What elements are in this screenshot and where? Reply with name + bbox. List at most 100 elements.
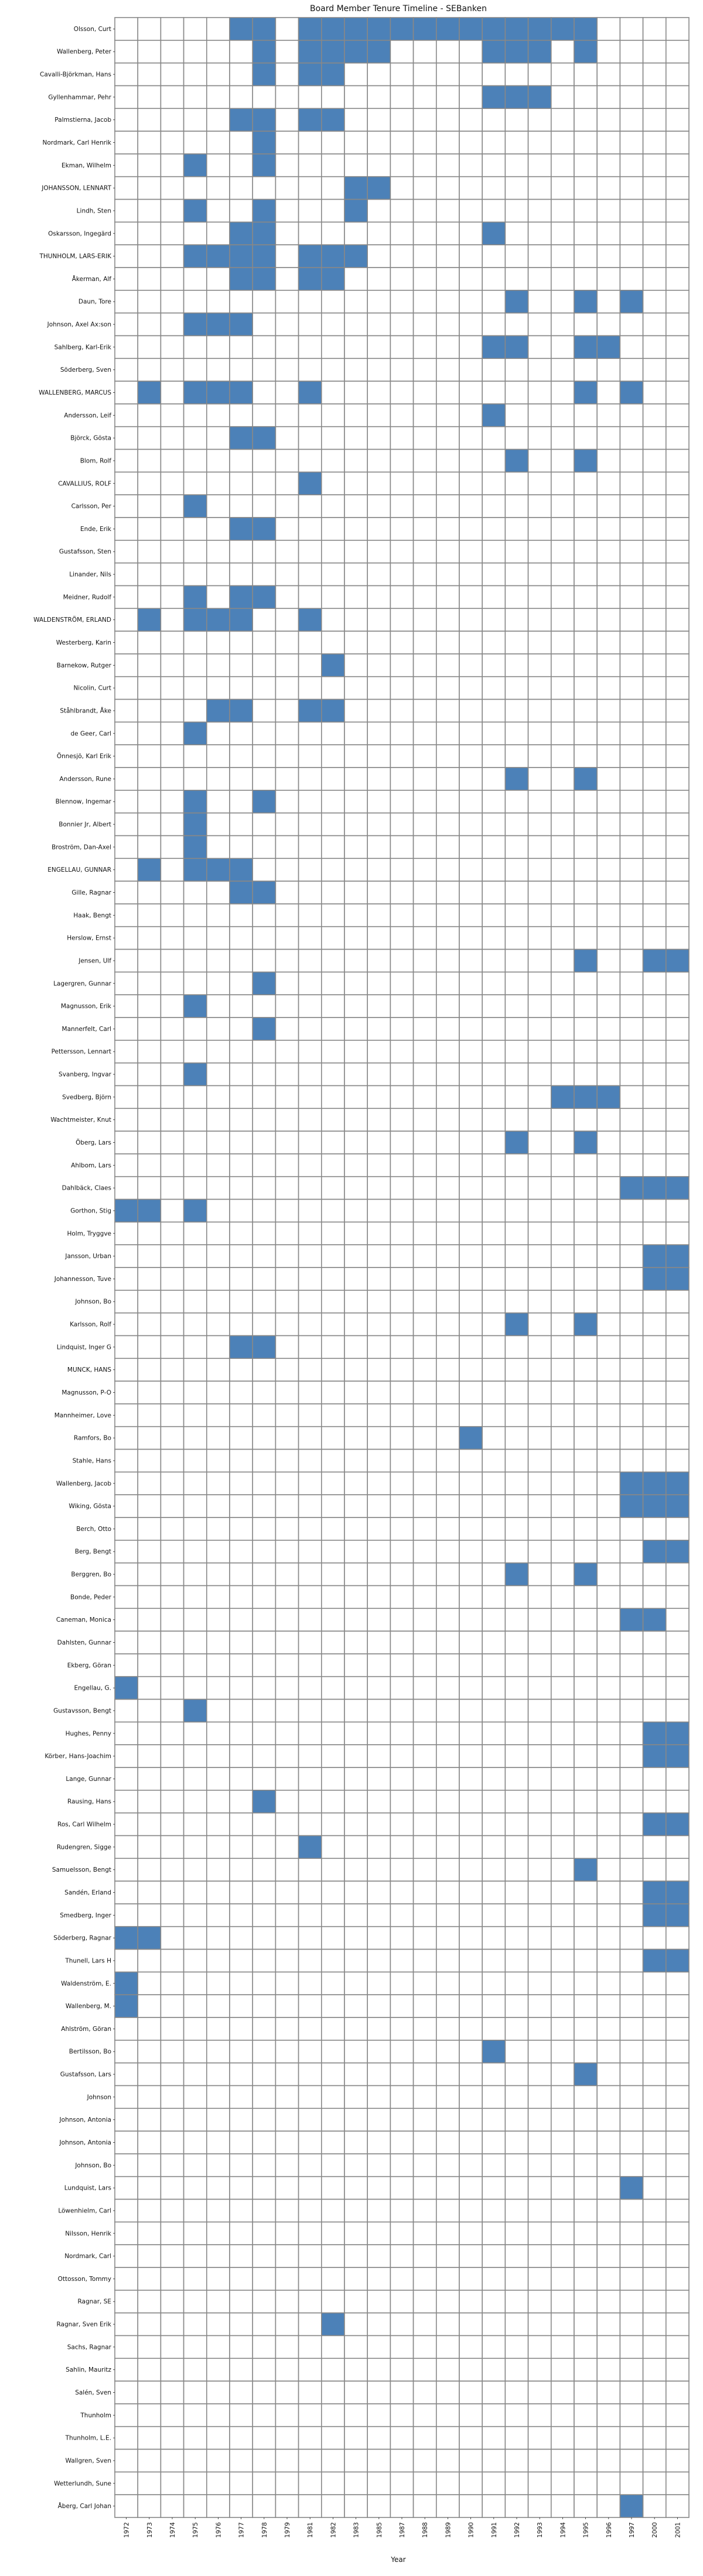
tenure-cell: [596, 1653, 621, 1677]
tenure-cell: [114, 2085, 139, 2109]
tenure-cell: [229, 2290, 254, 2314]
tenure-cell: [550, 448, 575, 473]
tenure-cell: [619, 562, 644, 587]
tenure-cell: [320, 2403, 345, 2427]
tenure-cell-active: [183, 608, 207, 632]
tenure-cell: [435, 2494, 460, 2518]
tenure-cell: [596, 1153, 621, 1177]
tenure-cell: [412, 1585, 437, 1609]
tenure-cell: [114, 631, 139, 655]
tenure-cell: [367, 1608, 391, 1632]
tenure-cell: [206, 40, 230, 64]
tenure-cell: [527, 1381, 552, 1405]
tenure-cell: [642, 448, 667, 473]
tenure-cell: [298, 2358, 322, 2382]
tenure-cell: [252, 608, 277, 632]
tenure-cell: [114, 494, 139, 518]
tenure-cell: [114, 1312, 139, 1337]
y-tick-label: Bonde, Peder: [70, 1594, 112, 1601]
tenure-cell: [206, 1858, 230, 1882]
tenure-cell: [666, 1698, 690, 1723]
tenure-cell: [527, 1767, 552, 1791]
tenure-cell: [596, 926, 621, 950]
tenure-cell: [160, 1698, 185, 1723]
tenure-cell: [298, 1381, 322, 1405]
tenure-cell: [435, 1630, 460, 1654]
tenure-cell: [160, 2244, 185, 2268]
tenure-cell: [229, 40, 254, 64]
tenure-cell: [275, 858, 299, 882]
tenure-cell: [642, 903, 667, 927]
tenure-cell: [504, 1880, 529, 1904]
tenure-cell: [596, 1290, 621, 1314]
tenure-cell: [435, 267, 460, 291]
tenure-cell: [390, 653, 414, 677]
tenure-cell-active: [252, 267, 277, 291]
tenure-cell: [367, 948, 391, 973]
tenure-cell: [114, 1131, 139, 1155]
y-tick-label: Berg, Bengt: [75, 1549, 111, 1556]
tenure-cell: [183, 2267, 207, 2291]
tenure-cell: [367, 2176, 391, 2200]
tenure-cell: [596, 1948, 621, 1973]
y-tick-label: Meidner, Rudolf: [63, 594, 112, 601]
tenure-cell: [482, 267, 506, 291]
tenure-cell: [642, 1335, 667, 1359]
tenure-cell: [527, 1835, 552, 1859]
tenure-cell: [114, 1108, 139, 1132]
tenure-cell-active: [504, 1562, 529, 1587]
tenure-cell: [206, 812, 230, 837]
tenure-cell: [550, 1131, 575, 1155]
tenure-cell-active: [574, 17, 598, 41]
tenure-cell: [527, 1721, 552, 1745]
tenure-cell: [252, 1835, 277, 1859]
tenure-cell: [275, 448, 299, 473]
tenure-cell-active: [298, 608, 322, 632]
tenure-cell: [229, 2358, 254, 2382]
tenure-cell: [642, 1653, 667, 1677]
tenure-cell: [504, 1062, 529, 1087]
tenure-cell: [298, 1767, 322, 1791]
tenure-cell: [527, 221, 552, 245]
tenure-cell: [642, 2221, 667, 2245]
tenure-cell: [252, 948, 277, 973]
tenure-cell-active: [298, 381, 322, 405]
tenure-cell: [412, 381, 437, 405]
tenure-cell: [596, 2198, 621, 2223]
tenure-cell: [344, 2108, 368, 2132]
tenure-cell: [320, 2176, 345, 2200]
tenure-cell: [666, 2153, 690, 2177]
tenure-cell: [367, 108, 391, 132]
tenure-cell: [574, 994, 598, 1018]
y-tick-label: de Geer, Carl: [70, 730, 111, 737]
tenure-cell-active: [298, 40, 322, 64]
tenure-cell: [550, 1744, 575, 1768]
tenure-cell: [160, 2108, 185, 2132]
x-tick-label: 1981: [307, 2522, 314, 2538]
tenure-cell: [390, 926, 414, 950]
tenure-cell: [160, 1994, 185, 2018]
tenure-cell: [206, 1176, 230, 1200]
tenure-cell: [137, 312, 162, 337]
tenure-cell: [390, 2380, 414, 2404]
tenure-cell: [367, 1085, 391, 1109]
tenure-cell: [504, 358, 529, 382]
tenure-cell: [619, 1267, 644, 1291]
tenure-cell: [412, 2426, 437, 2450]
tenure-cell: [412, 1676, 437, 1700]
tenure-cell: [137, 448, 162, 473]
tenure-cell-active: [619, 1471, 644, 1495]
tenure-cell: [183, 903, 207, 927]
tenure-cell: [550, 1790, 575, 1814]
tenure-cell: [183, 2312, 207, 2337]
tenure-cell: [527, 1971, 552, 1995]
tenure-cell: [574, 1835, 598, 1859]
tenure-cell: [114, 1040, 139, 1064]
tenure-cell: [160, 335, 185, 359]
tenure-cell: [320, 2062, 345, 2087]
tenure-cell: [206, 1698, 230, 1723]
tenure-cell: [666, 426, 690, 450]
tenure-cell: [574, 2017, 598, 2041]
tenure-cell: [574, 1608, 598, 1632]
tenure-cell: [412, 1085, 437, 1109]
